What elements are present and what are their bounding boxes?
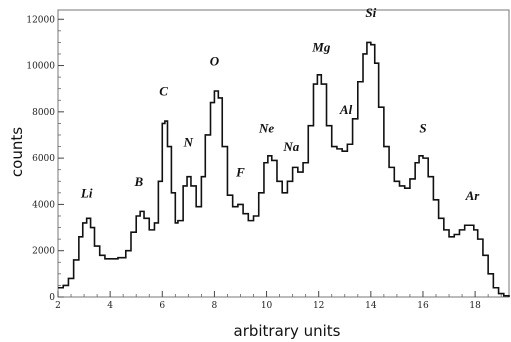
x-tick-label: 8 (212, 301, 218, 311)
x-tick-label: 10 (261, 301, 273, 311)
y-tick-label: 2000 (32, 247, 55, 257)
x-tick-label: 4 (107, 301, 113, 311)
y-tick-label: 10000 (26, 62, 55, 72)
peak-label-al: Al (339, 102, 353, 117)
y-tick-label: 12000 (26, 15, 55, 25)
spectrum-line (58, 41, 510, 297)
y-tick-label: 6000 (32, 154, 55, 164)
peak-label-na: Na (282, 139, 299, 154)
y-axis-title: counts (8, 127, 26, 177)
peak-label-mg: Mg (311, 40, 331, 55)
peak-label-s: S (419, 121, 426, 136)
x-tick-label: 6 (159, 301, 165, 311)
peak-label-ne: Ne (258, 121, 274, 136)
plot-frame (57, 9, 510, 298)
x-axis-title: arbitrary units (234, 322, 341, 340)
x-tick-label: 14 (365, 301, 377, 311)
peak-label-c: C (159, 84, 168, 99)
peak-label-si: Si (365, 5, 376, 20)
x-tick-label: 2 (55, 301, 61, 311)
peak-label-b: B (133, 174, 143, 189)
x-tick-label: 12 (313, 301, 324, 311)
peak-label-o: O (210, 54, 220, 69)
x-tick-label: 16 (417, 301, 429, 311)
x-tick-label: 18 (469, 301, 481, 311)
y-tick-label: 4000 (32, 200, 55, 210)
y-tick-label: 8000 (32, 108, 55, 118)
peak-label-ar: Ar (465, 188, 481, 203)
peak-label-f: F (235, 165, 245, 180)
y-tick-label: 0 (49, 293, 55, 303)
peak-label-li: Li (80, 185, 93, 200)
peak-label-n: N (183, 135, 194, 150)
